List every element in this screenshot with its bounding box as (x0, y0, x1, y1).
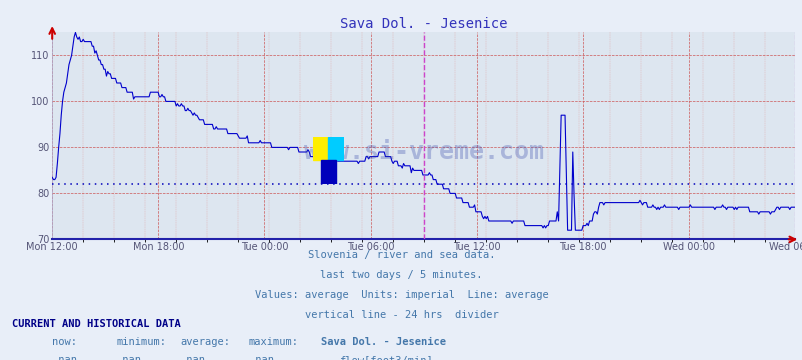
Text: vertical line - 24 hrs  divider: vertical line - 24 hrs divider (304, 310, 498, 320)
Bar (321, 160, 336, 184)
Text: now:: now: (52, 337, 77, 347)
Text: www.si-vreme.com: www.si-vreme.com (303, 140, 543, 165)
Bar (328, 137, 343, 160)
Text: Values: average  Units: imperial  Line: average: Values: average Units: imperial Line: av… (254, 290, 548, 300)
Bar (313, 137, 328, 160)
Text: minimum:: minimum: (116, 337, 166, 347)
Text: -nan: -nan (180, 355, 205, 360)
Text: -nan: -nan (52, 355, 77, 360)
Text: last two days / 5 minutes.: last two days / 5 minutes. (320, 270, 482, 280)
Title: Sava Dol. - Jesenice: Sava Dol. - Jesenice (339, 17, 507, 31)
Text: -nan: -nan (249, 355, 273, 360)
Text: Slovenia / river and sea data.: Slovenia / river and sea data. (307, 250, 495, 260)
Text: flow[foot3/min]: flow[foot3/min] (338, 355, 432, 360)
Text: CURRENT AND HISTORICAL DATA: CURRENT AND HISTORICAL DATA (12, 319, 180, 329)
Text: -nan: -nan (116, 355, 141, 360)
Text: maximum:: maximum: (249, 337, 298, 347)
Text: Sava Dol. - Jesenice: Sava Dol. - Jesenice (321, 337, 446, 347)
Text: average:: average: (180, 337, 230, 347)
